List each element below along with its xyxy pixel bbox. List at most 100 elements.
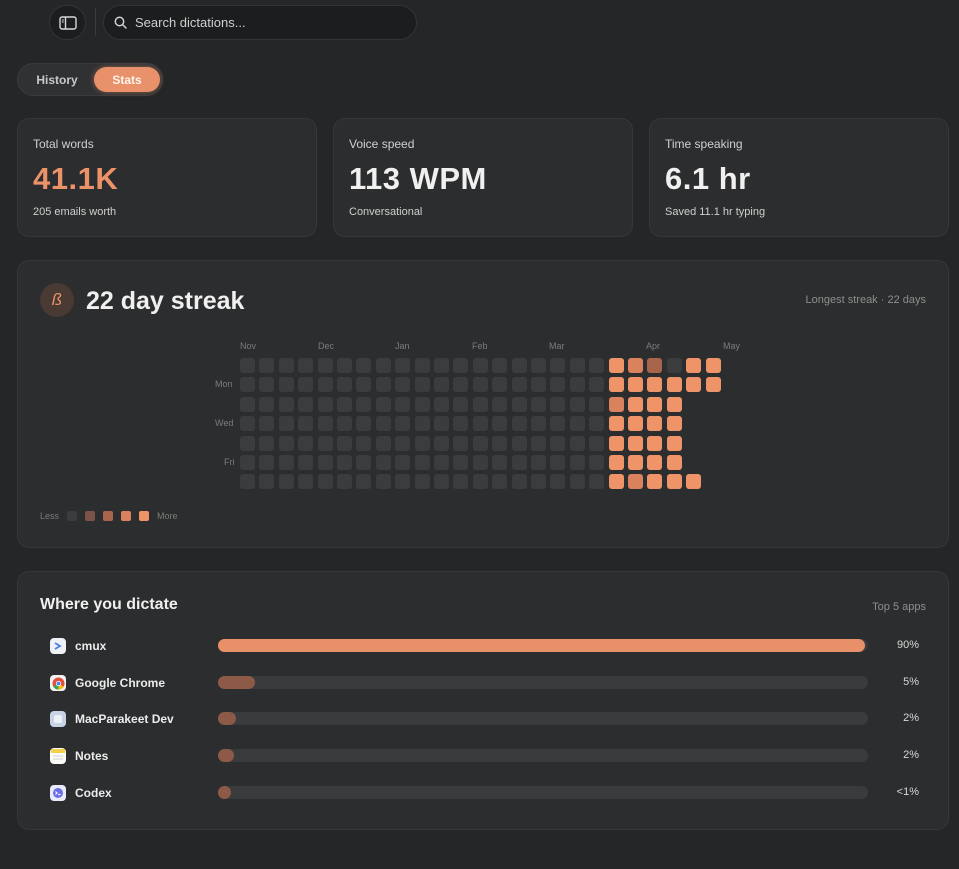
heatmap-cell <box>259 435 275 451</box>
heatmap-cell <box>317 455 333 470</box>
heatmap-cell <box>589 455 605 470</box>
app-row-notes[interactable]: Notes 2% <box>18 744 949 768</box>
heatmap-cell <box>666 455 682 470</box>
day-label: Mon <box>215 379 233 389</box>
heatmap-cell <box>492 435 508 451</box>
heatmap-cell <box>278 358 294 373</box>
tab-stats[interactable]: Stats <box>94 67 160 92</box>
stat-card-total-words: Total words 41.1K 205 emails worth <box>17 118 317 237</box>
heatmap-cell <box>686 358 702 373</box>
search-input[interactable] <box>135 15 395 30</box>
heatmap-cell <box>550 435 566 451</box>
search-icon <box>114 16 127 29</box>
heatmap-cell <box>414 435 430 451</box>
heatmap-cell <box>472 455 488 470</box>
heatmap-cell <box>647 435 663 451</box>
heatmap-cell <box>628 455 643 470</box>
app-row-codex[interactable]: Codex <1% <box>18 781 949 805</box>
heatmap-cell <box>550 455 566 470</box>
heatmap-cell <box>453 435 469 451</box>
heatmap-cell <box>531 377 546 393</box>
sidebar-toggle-button[interactable] <box>49 5 86 40</box>
heatmap-cell <box>453 396 469 412</box>
heatmap-cell <box>434 396 449 412</box>
heatmap-cell <box>240 358 255 373</box>
sidebar-icon <box>58 15 77 30</box>
heatmap-cell <box>375 396 391 412</box>
legend-less: Less <box>40 511 60 521</box>
heatmap-cell <box>492 474 508 490</box>
terminal-icon <box>50 638 66 654</box>
legend-more: More <box>157 511 178 521</box>
toolbar-divider <box>95 8 96 36</box>
heatmap-cell <box>472 396 488 412</box>
heatmap-cell <box>569 435 585 451</box>
heatmap-cell <box>628 396 643 412</box>
heatmap-cell <box>589 416 605 432</box>
quill-icon: ß <box>40 283 74 317</box>
heatmap-cell <box>569 474 585 490</box>
app-row-macparakeet-dev[interactable]: MacParakeet Dev 2% <box>18 707 949 731</box>
heatmap-cell <box>511 474 527 490</box>
heatmap-cell <box>298 416 314 432</box>
app-percent: 2% <box>903 749 919 761</box>
legend-swatch <box>67 511 78 521</box>
heatmap-cell <box>434 358 449 373</box>
app-icon <box>50 711 66 727</box>
usage-bar <box>218 786 868 799</box>
heatmap-cell <box>492 416 508 432</box>
heatmap-cell <box>686 377 702 393</box>
heatmap-cell <box>666 377 682 393</box>
stat-subtext: Saved 11.1 hr typing <box>665 206 766 218</box>
app-percent: 90% <box>896 639 919 651</box>
notes-icon <box>50 748 66 764</box>
heatmap-cell <box>356 396 372 412</box>
heatmap-cell <box>434 474 449 490</box>
heatmap-cell <box>453 377 469 393</box>
view-tabs: History Stats <box>17 63 163 96</box>
heatmap-cell <box>666 474 682 490</box>
heatmap-cell <box>492 358 508 373</box>
tab-history[interactable]: History <box>36 72 78 87</box>
stat-card-time-speaking: Time speaking 6.1 hr Saved 11.1 hr typin… <box>649 118 949 237</box>
heatmap-cell <box>395 474 411 490</box>
heatmap-cell <box>337 474 352 490</box>
stat-value: 113 WPM <box>349 161 487 196</box>
heatmap-cell <box>453 416 469 432</box>
apps-subtitle: Top 5 apps <box>872 601 926 613</box>
heatmap-cell <box>337 435 352 451</box>
heatmap-cell <box>317 377 333 393</box>
chrome-icon <box>50 675 66 691</box>
search-box[interactable] <box>103 5 417 40</box>
app-name: Codex <box>75 786 112 800</box>
heatmap-cell <box>550 416 566 432</box>
codex-icon <box>50 785 66 801</box>
app-row-google-chrome[interactable]: Google Chrome 5% <box>18 671 949 695</box>
heatmap-cell <box>337 416 352 432</box>
heatmap-cell <box>628 358 643 373</box>
heatmap-cell <box>647 377 663 393</box>
heatmap-cell <box>395 455 411 470</box>
apps-title: Where you dictate <box>40 596 178 613</box>
heatmap-cell <box>395 416 411 432</box>
heatmap-cell <box>278 435 294 451</box>
heatmap-cell <box>647 358 663 373</box>
heatmap-cell <box>414 455 430 470</box>
heatmap-cell <box>608 455 624 470</box>
usage-bar <box>218 639 868 652</box>
heatmap-cell <box>472 474 488 490</box>
heatmap-cell <box>686 474 702 490</box>
heatmap-cell <box>531 455 546 470</box>
heatmap-cell <box>356 455 372 470</box>
longest-streak: Longest streak · 22 days <box>805 294 926 306</box>
heatmap-cell <box>647 474 663 490</box>
heatmap-cell <box>317 416 333 432</box>
app-row-cmux[interactable]: cmux 90% <box>18 634 949 658</box>
heatmap-cell <box>434 435 449 451</box>
heatmap-cell <box>666 396 682 412</box>
app-name: Notes <box>75 749 109 763</box>
heatmap-cell <box>356 377 372 393</box>
month-label: Jan <box>395 341 410 351</box>
day-label: Wed <box>215 418 234 428</box>
heatmap-cell <box>356 358 372 373</box>
